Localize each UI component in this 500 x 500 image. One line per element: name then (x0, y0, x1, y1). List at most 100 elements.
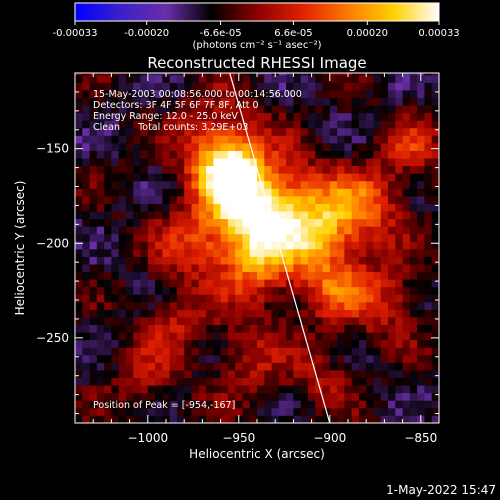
heatmap-cell (104, 112, 112, 121)
heatmap-cell (198, 332, 207, 341)
heatmap-cell (278, 407, 287, 416)
heatmap-cell (329, 226, 338, 235)
heatmap-cell (220, 385, 229, 394)
heatmap-cell (133, 188, 141, 197)
heatmap-cell (344, 309, 353, 318)
heatmap-cell (366, 370, 374, 378)
heatmap-cell (133, 256, 141, 265)
heatmap-cell (344, 195, 353, 204)
heatmap-cell (176, 158, 185, 167)
heatmap-cell (417, 173, 425, 182)
heatmap-cell (133, 354, 141, 363)
heatmap-cell (402, 120, 411, 129)
heatmap-cell (278, 188, 287, 197)
heatmap-cell (307, 264, 316, 273)
heatmap-cell (278, 309, 287, 318)
heatmap-cell (162, 150, 171, 159)
heatmap-cell (388, 73, 396, 76)
heatmap-cell (198, 135, 207, 144)
heatmap-cell (417, 112, 425, 121)
heatmap-cell (96, 120, 105, 129)
heatmap-cell (402, 73, 411, 76)
heatmap-cell (300, 127, 309, 136)
heatmap-cell (358, 90, 367, 98)
heatmap-cell (278, 135, 287, 144)
heatmap-cell (264, 271, 272, 280)
heatmap-cell (82, 211, 90, 220)
heatmap-cell (133, 82, 141, 91)
heatmap-cell (249, 105, 258, 114)
heatmap-cell (278, 264, 287, 273)
heatmap-cell (89, 150, 98, 159)
heatmap-cell (300, 233, 309, 242)
heatmap-cell (82, 339, 90, 348)
heatmap-cell (96, 256, 105, 265)
heatmap-cell (271, 241, 280, 250)
info-detectors: Detectors: 3F 4F 5F 6F 7F 8F, Att 0 (93, 100, 259, 111)
heatmap-cell (155, 143, 163, 151)
heatmap-cell (278, 90, 287, 98)
heatmap-cell (147, 188, 156, 197)
heatmap-cell (307, 324, 316, 333)
heatmap-cell (147, 354, 156, 363)
heatmap-cell (111, 165, 120, 174)
heatmap-cell (184, 264, 192, 273)
heatmap-cell (322, 180, 331, 189)
heatmap-cell (257, 415, 265, 423)
heatmap-cell (242, 97, 251, 106)
heatmap-cell (380, 347, 389, 356)
heatmap-cell (271, 347, 280, 356)
heatmap-cell (315, 377, 323, 386)
heatmap-cell (388, 233, 396, 242)
heatmap-cell (220, 97, 229, 106)
heatmap-cell (75, 165, 83, 174)
heatmap-cell (388, 82, 396, 91)
heatmap-cell (409, 317, 418, 326)
heatmap-cell (89, 143, 98, 151)
heatmap-cell (220, 301, 229, 310)
heatmap-cell (235, 180, 243, 189)
heatmap-cell (104, 158, 112, 167)
heatmap-cell (380, 370, 389, 378)
heatmap-cell (227, 256, 236, 265)
heatmap-cell (315, 294, 323, 303)
heatmap-cell (198, 385, 207, 394)
heatmap-cell (198, 264, 207, 273)
heatmap-cell (358, 120, 367, 129)
heatmap-cell (409, 90, 418, 98)
heatmap-cell (271, 271, 280, 280)
heatmap-cell (118, 294, 127, 303)
heatmap-cell (366, 82, 374, 91)
heatmap-cell (227, 324, 236, 333)
heatmap-cell (300, 400, 309, 409)
heatmap-cell (286, 324, 294, 333)
heatmap-cell (395, 74, 403, 83)
heatmap-cell (133, 415, 141, 423)
heatmap-cell (82, 407, 90, 416)
heatmap-cell (373, 120, 382, 129)
heatmap-cell (191, 392, 200, 401)
heatmap-cell (315, 112, 323, 121)
heatmap-cell (344, 324, 353, 333)
heatmap-cell (242, 211, 251, 220)
heatmap-cell (257, 195, 265, 204)
heatmap-cell (417, 165, 425, 174)
heatmap-cell (191, 294, 200, 303)
heatmap-cell (155, 97, 163, 106)
heatmap-cell (322, 73, 331, 76)
heatmap-cell (307, 158, 316, 167)
heatmap-cell (307, 400, 316, 409)
heatmap-cell (315, 97, 323, 106)
heatmap-cell (213, 82, 221, 91)
heatmap-cell (300, 105, 309, 114)
heatmap-cell (293, 165, 302, 174)
heatmap-cell (147, 105, 156, 114)
heatmap-cell (206, 248, 214, 257)
heatmap-cell (235, 256, 243, 265)
heatmap-cell (380, 324, 389, 333)
heatmap-cell (388, 286, 396, 295)
heatmap-cell (213, 294, 221, 303)
heatmap-cell (147, 203, 156, 212)
heatmap-cell (82, 173, 90, 182)
heatmap-cell (300, 264, 309, 273)
